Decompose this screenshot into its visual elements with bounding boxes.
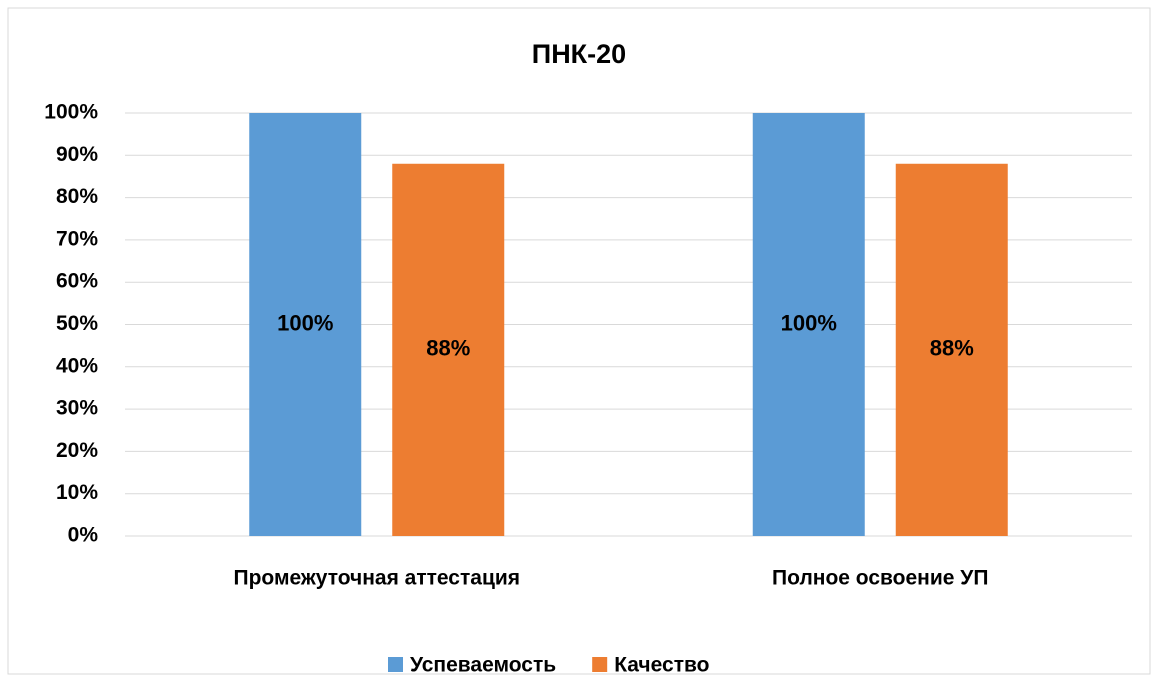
data-label: 88% (426, 336, 470, 361)
y-tick-label: 60% (56, 270, 98, 293)
data-label: 100% (781, 310, 837, 335)
y-tick-label: 50% (56, 312, 98, 335)
legend-label: Успеваемость (410, 654, 556, 675)
y-tick-label: 10% (56, 481, 98, 504)
bar (249, 113, 362, 536)
y-tick-label: 20% (56, 439, 98, 462)
y-tick-label: 40% (56, 354, 98, 377)
y-tick-label: 80% (56, 185, 98, 208)
y-tick-label: 0% (68, 524, 99, 547)
y-tick-label: 30% (56, 397, 98, 420)
legend-label: Качество (614, 654, 709, 675)
bar (752, 113, 865, 536)
bar (895, 163, 1008, 536)
legend-swatch (592, 657, 608, 672)
data-label: 88% (930, 336, 974, 361)
y-tick-label: 70% (56, 227, 98, 250)
bar (392, 163, 505, 536)
chart-title: ПНК-20 (532, 39, 626, 69)
y-tick-label: 100% (44, 101, 98, 124)
data-label: 100% (277, 310, 333, 335)
legend-swatch (388, 657, 403, 672)
x-tick-label: Полное освоение УП (772, 567, 988, 590)
x-tick-label: Промежуточная аттестация (233, 567, 520, 590)
y-tick-label: 90% (56, 143, 98, 166)
